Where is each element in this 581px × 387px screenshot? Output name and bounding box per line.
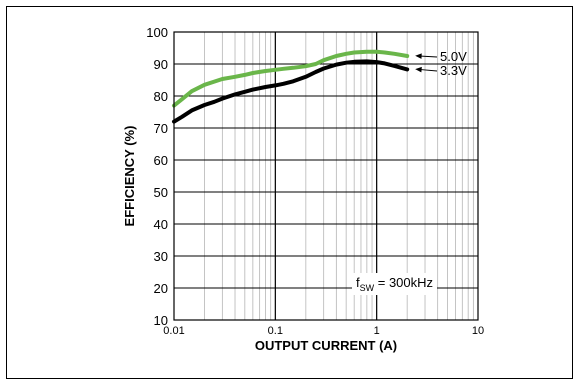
y-tick-label: 30 — [154, 249, 168, 264]
annotation-value: = 300kHz — [374, 275, 433, 290]
x-tick-label: 0.1 — [268, 325, 283, 337]
annotation-base: f — [356, 275, 360, 290]
y-tick-label: 60 — [154, 153, 168, 168]
y-axis-label: EFFICIENCY (%) — [122, 126, 137, 227]
frequency-annotation: fSW = 300kHz — [356, 275, 433, 293]
series-line-50V — [172, 49, 410, 108]
y-tick-label: 20 — [154, 281, 168, 296]
y-tick-label: 40 — [154, 217, 168, 232]
annotation-subscript: SW — [360, 283, 375, 293]
series-line-33V — [172, 59, 410, 124]
series-label-leader — [419, 68, 438, 72]
series-label-arrow — [415, 66, 422, 73]
x-tick-label: 10 — [472, 325, 484, 337]
series-label-leader — [419, 55, 438, 58]
y-tick-label: 50 — [154, 185, 168, 200]
series-label: 5.0V — [440, 49, 467, 64]
x-tick-label: 1 — [374, 325, 380, 337]
series-label: 3.3V — [440, 63, 467, 78]
annotation-background — [352, 273, 438, 295]
x-tick-label: 0.01 — [163, 325, 184, 337]
y-tick-labels: 10 20 30 40 50 60 70 80 90 100 — [146, 25, 168, 328]
curves — [172, 49, 410, 124]
y-tick-label: 70 — [154, 121, 168, 136]
series-labels: 5.0V3.3V — [415, 49, 467, 78]
plot-border — [173, 31, 479, 321]
y-tick-label: 10 — [154, 313, 168, 328]
y-tick-label: 90 — [154, 57, 168, 72]
y-tick-label: 80 — [154, 89, 168, 104]
x-tick-labels: 0.01 0.1 1 10 — [163, 325, 484, 337]
y-tick-label: 100 — [146, 25, 168, 40]
series-label-arrow — [415, 53, 422, 59]
x-axis-label: OUTPUT CURRENT (A) — [255, 338, 397, 353]
